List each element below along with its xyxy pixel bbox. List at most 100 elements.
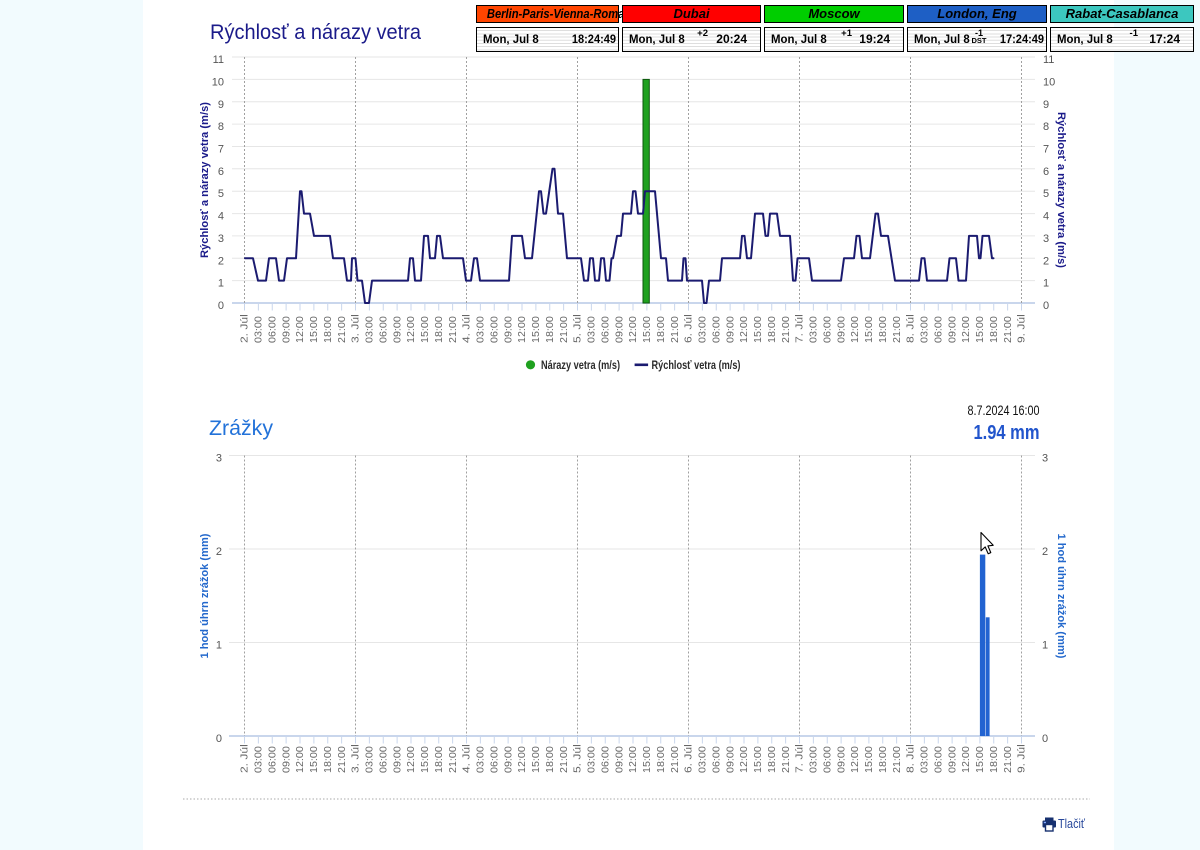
svg-text:18:00: 18:00 <box>989 316 1000 343</box>
svg-text:8: 8 <box>1043 121 1049 133</box>
svg-text:15:00: 15:00 <box>420 746 431 773</box>
svg-text:18:00: 18:00 <box>545 316 556 343</box>
svg-text:1 hod úhrn zrážok (mm): 1 hod úhrn zrážok (mm) <box>1055 534 1067 659</box>
svg-text:1: 1 <box>1042 640 1048 652</box>
svg-text:03:00: 03:00 <box>587 316 598 343</box>
svg-text:11: 11 <box>213 54 224 66</box>
svg-text:9. Júl: 9. Júl <box>1017 314 1028 343</box>
svg-text:15:00: 15:00 <box>642 746 653 773</box>
svg-text:09:00: 09:00 <box>836 316 847 343</box>
svg-text:1: 1 <box>216 640 222 652</box>
svg-text:2: 2 <box>216 546 222 558</box>
svg-text:18:00: 18:00 <box>323 316 334 343</box>
svg-text:5. Júl: 5. Júl <box>573 314 584 343</box>
svg-text:21:00: 21:00 <box>559 746 570 773</box>
svg-text:12:00: 12:00 <box>406 746 417 773</box>
svg-text:12:00: 12:00 <box>961 746 972 773</box>
svg-text:21:00: 21:00 <box>448 316 459 343</box>
svg-text:15:00: 15:00 <box>642 316 653 343</box>
svg-text:21:00: 21:00 <box>1003 746 1014 773</box>
svg-text:15:00: 15:00 <box>975 316 986 343</box>
svg-text:7: 7 <box>1043 144 1049 156</box>
svg-text:12:00: 12:00 <box>628 316 639 343</box>
svg-text:Rýchlosť vetra (m/s): Rýchlosť vetra (m/s) <box>652 358 741 372</box>
svg-text:3: 3 <box>218 233 224 245</box>
svg-text:12:00: 12:00 <box>295 316 306 343</box>
svg-text:2: 2 <box>218 255 224 267</box>
svg-text:0: 0 <box>218 300 224 312</box>
svg-text:9: 9 <box>1043 99 1049 111</box>
svg-text:06:00: 06:00 <box>489 316 500 343</box>
svg-text:03:00: 03:00 <box>476 746 487 773</box>
svg-text:21:00: 21:00 <box>670 746 681 773</box>
svg-text:21:00: 21:00 <box>337 316 348 343</box>
svg-text:06:00: 06:00 <box>267 746 278 773</box>
svg-text:21:00: 21:00 <box>892 316 903 343</box>
svg-text:03:00: 03:00 <box>698 316 709 343</box>
svg-text:2: 2 <box>1043 255 1049 267</box>
svg-text:1 hod úhrn zrážok (mm): 1 hod úhrn zrážok (mm) <box>199 533 211 658</box>
svg-text:7. Júl: 7. Júl <box>795 314 806 343</box>
svg-text:18:00: 18:00 <box>878 316 889 343</box>
svg-text:Rýchlosť a nárazy vetra: Rýchlosť a nárazy vetra <box>210 20 421 44</box>
svg-text:06:00: 06:00 <box>378 746 389 773</box>
svg-text:8: 8 <box>218 121 224 133</box>
svg-text:10: 10 <box>1043 76 1055 88</box>
svg-text:03:00: 03:00 <box>254 746 265 773</box>
svg-text:6. Júl: 6. Júl <box>684 314 695 343</box>
svg-text:11: 11 <box>1043 54 1054 66</box>
svg-text:18:00: 18:00 <box>767 746 778 773</box>
svg-text:2: 2 <box>1042 546 1048 558</box>
svg-text:03:00: 03:00 <box>254 316 265 343</box>
svg-text:03:00: 03:00 <box>809 316 820 343</box>
svg-text:21:00: 21:00 <box>448 746 459 773</box>
svg-text:9. Júl: 9. Júl <box>1017 744 1028 773</box>
svg-text:5: 5 <box>218 188 224 200</box>
svg-text:09:00: 09:00 <box>503 746 514 773</box>
svg-text:8. Júl: 8. Júl <box>906 744 917 773</box>
svg-text:Nárazy vetra (m/s): Nárazy vetra (m/s) <box>541 358 620 372</box>
svg-text:09:00: 09:00 <box>725 746 736 773</box>
svg-text:6. Júl: 6. Júl <box>684 744 695 773</box>
svg-text:4: 4 <box>218 211 224 223</box>
svg-text:12:00: 12:00 <box>739 746 750 773</box>
svg-text:12:00: 12:00 <box>628 746 639 773</box>
svg-text:1: 1 <box>1043 278 1049 290</box>
svg-text:1.94 mm: 1.94 mm <box>974 422 1040 444</box>
svg-text:06:00: 06:00 <box>378 316 389 343</box>
svg-text:8. Júl: 8. Júl <box>906 314 917 343</box>
svg-text:12:00: 12:00 <box>961 316 972 343</box>
svg-text:03:00: 03:00 <box>698 746 709 773</box>
svg-text:03:00: 03:00 <box>476 316 487 343</box>
svg-text:09:00: 09:00 <box>614 746 625 773</box>
svg-text:3. Júl: 3. Júl <box>351 314 362 343</box>
svg-text:4. Júl: 4. Júl <box>462 744 473 773</box>
svg-text:15:00: 15:00 <box>864 316 875 343</box>
svg-text:09:00: 09:00 <box>836 746 847 773</box>
svg-text:09:00: 09:00 <box>947 746 958 773</box>
svg-text:15:00: 15:00 <box>309 746 320 773</box>
svg-text:3: 3 <box>1042 453 1048 465</box>
svg-text:1: 1 <box>218 278 224 290</box>
svg-text:09:00: 09:00 <box>281 746 292 773</box>
svg-text:4. Júl: 4. Júl <box>462 314 473 343</box>
svg-text:0: 0 <box>1042 733 1048 745</box>
svg-text:21:00: 21:00 <box>781 316 792 343</box>
svg-text:03:00: 03:00 <box>809 746 820 773</box>
svg-text:Rýchlosť a nárazy vetra (m/s): Rýchlosť a nárazy vetra (m/s) <box>1055 112 1067 268</box>
svg-text:6: 6 <box>218 166 224 178</box>
svg-text:09:00: 09:00 <box>281 316 292 343</box>
svg-text:21:00: 21:00 <box>337 746 348 773</box>
svg-text:09:00: 09:00 <box>392 746 403 773</box>
svg-text:12:00: 12:00 <box>517 316 528 343</box>
svg-text:06:00: 06:00 <box>489 746 500 773</box>
svg-text:4: 4 <box>1043 211 1049 223</box>
svg-text:12:00: 12:00 <box>406 316 417 343</box>
svg-text:0: 0 <box>216 733 222 745</box>
svg-text:3: 3 <box>216 453 222 465</box>
svg-text:06:00: 06:00 <box>711 746 722 773</box>
svg-text:18:00: 18:00 <box>878 746 889 773</box>
svg-text:03:00: 03:00 <box>587 746 598 773</box>
svg-text:06:00: 06:00 <box>711 316 722 343</box>
svg-text:06:00: 06:00 <box>933 746 944 773</box>
